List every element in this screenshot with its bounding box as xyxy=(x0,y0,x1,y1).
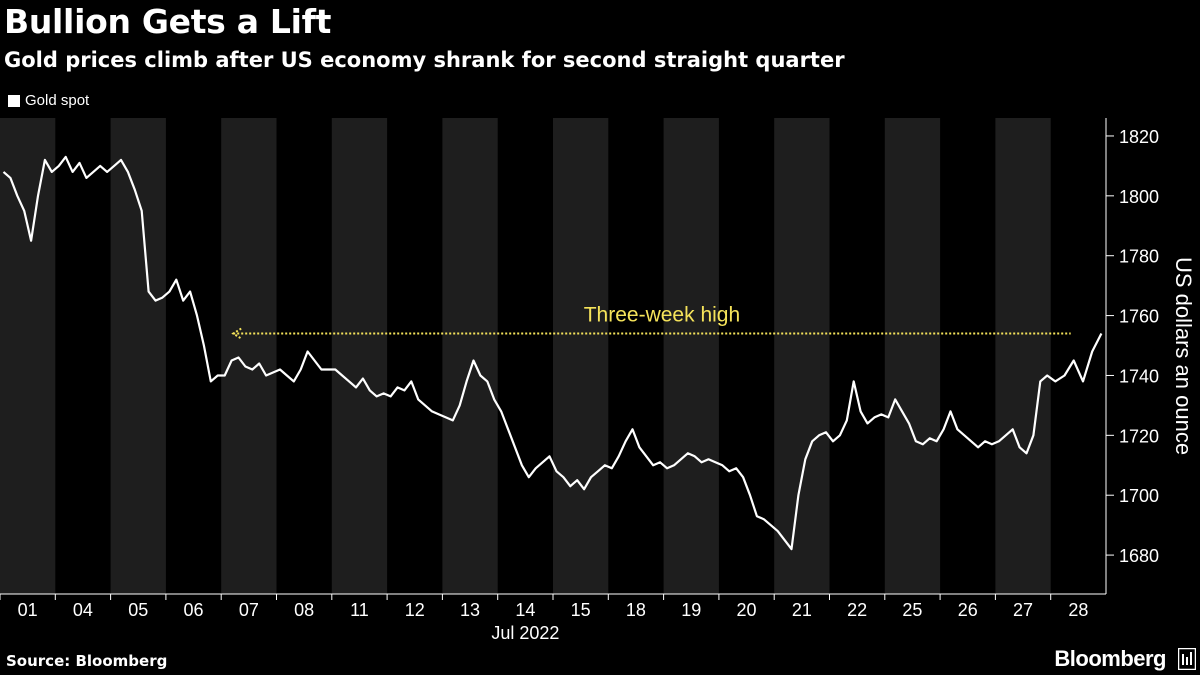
x-tick-label: 12 xyxy=(405,600,425,620)
x-tick-label: 04 xyxy=(73,600,93,620)
x-tick-label: 01 xyxy=(18,600,38,620)
y-tick-label: 1820 xyxy=(1119,127,1159,147)
day-band xyxy=(221,118,277,594)
x-tick-label: 18 xyxy=(626,600,646,620)
day-band xyxy=(110,118,166,594)
legend-label: Gold spot xyxy=(25,92,90,109)
x-tick-label: 14 xyxy=(515,600,535,620)
x-tick-label: 06 xyxy=(184,600,204,620)
x-tick-label: 15 xyxy=(571,600,591,620)
x-tick-label: 11 xyxy=(350,600,369,620)
y-tick-label: 1720 xyxy=(1119,426,1159,446)
y-tick-label: 1740 xyxy=(1119,366,1159,386)
annotation-label: Three-week high xyxy=(584,304,740,327)
y-tick-label: 1800 xyxy=(1119,187,1159,207)
x-axis: 01 04 05 06 07 08 11 12 13 14 15 18 19 20 21 22 25 26 27 28… xyxy=(0,593,1106,643)
y-axis: 1680 1700 1720 1740 1760 1780 1800 1820 US dolla… xyxy=(1105,118,1196,594)
y-tick-label: 1760 xyxy=(1119,307,1159,327)
x-tick-label: 19 xyxy=(681,600,701,620)
bloomberg-terminal-icon xyxy=(1178,648,1196,670)
y-tick-label: 1680 xyxy=(1119,546,1159,566)
bloomberg-logo: Bloomberg xyxy=(1054,646,1166,671)
series-layer xyxy=(2,155,1103,551)
day-band xyxy=(442,118,498,594)
x-tick-label: 26 xyxy=(958,600,978,620)
x-tick-label: 22 xyxy=(847,600,867,620)
day-bands xyxy=(0,118,1051,594)
day-band xyxy=(663,118,719,594)
x-tick-label: 21 xyxy=(792,600,812,620)
day-band xyxy=(553,118,609,594)
day-band xyxy=(995,118,1051,594)
day-band xyxy=(331,118,388,594)
source-note: Source: Bloomberg xyxy=(6,652,168,670)
x-tick-label: 13 xyxy=(460,600,480,620)
y-tick-label: 1700 xyxy=(1119,486,1159,506)
legend: Gold spot xyxy=(8,91,89,111)
y-axis-title: US dollars an ounce xyxy=(1171,257,1196,455)
day-band xyxy=(774,118,830,594)
x-tick-label: 28 xyxy=(1068,600,1088,620)
x-tick-label: 27 xyxy=(1013,600,1033,620)
x-tick-label: 08 xyxy=(294,600,314,620)
x-tick-label: 25 xyxy=(902,600,922,620)
chart-title: Bullion Gets a Lift xyxy=(4,2,332,41)
day-band xyxy=(884,118,941,594)
x-tick-label: 20 xyxy=(737,600,757,620)
day-band xyxy=(0,118,56,594)
x-period-label: Jul 2022 xyxy=(491,623,559,643)
x-tick-label: 07 xyxy=(239,600,259,620)
annotation-arrowhead xyxy=(231,327,242,340)
chart-subtitle: Gold prices climb after US economy shran… xyxy=(4,48,845,72)
legend-swatch xyxy=(8,95,20,107)
y-tick-label: 1780 xyxy=(1119,247,1159,267)
x-tick-label: 05 xyxy=(128,600,148,620)
gold-spot-line xyxy=(2,155,1103,551)
annotation-layer: Three-week high xyxy=(231,304,1071,340)
